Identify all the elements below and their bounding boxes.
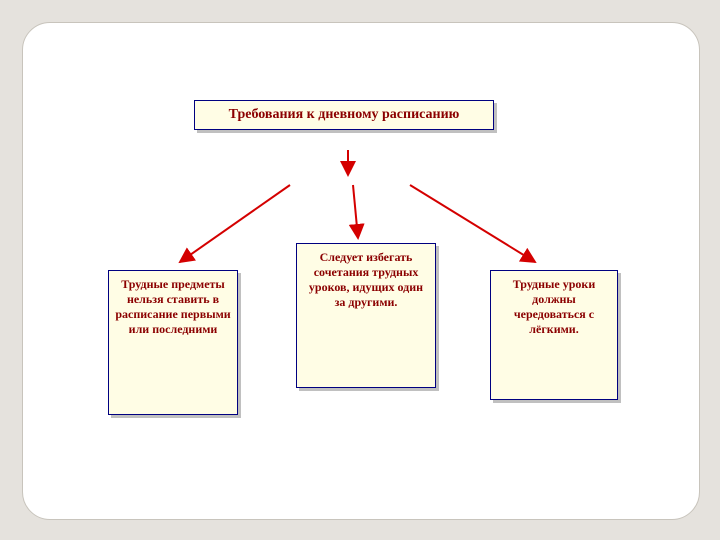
leaf-text-3: Трудные уроки должны чередоваться с лёгк… [497, 277, 611, 337]
leaf-text-2: Следует избегать сочетания трудных уроко… [303, 250, 429, 310]
title-text: Требования к дневному расписанию [229, 107, 460, 123]
leaf-box-3: Трудные уроки должны чередоваться с лёгк… [490, 270, 618, 400]
leaf-box-2: Следует избегать сочетания трудных уроко… [296, 243, 436, 388]
leaf-text-1: Трудные предметы нельзя ставить в распис… [115, 277, 231, 337]
leaf-box-1: Трудные предметы нельзя ставить в распис… [108, 270, 238, 415]
title-box: Требования к дневному расписанию [194, 100, 494, 130]
